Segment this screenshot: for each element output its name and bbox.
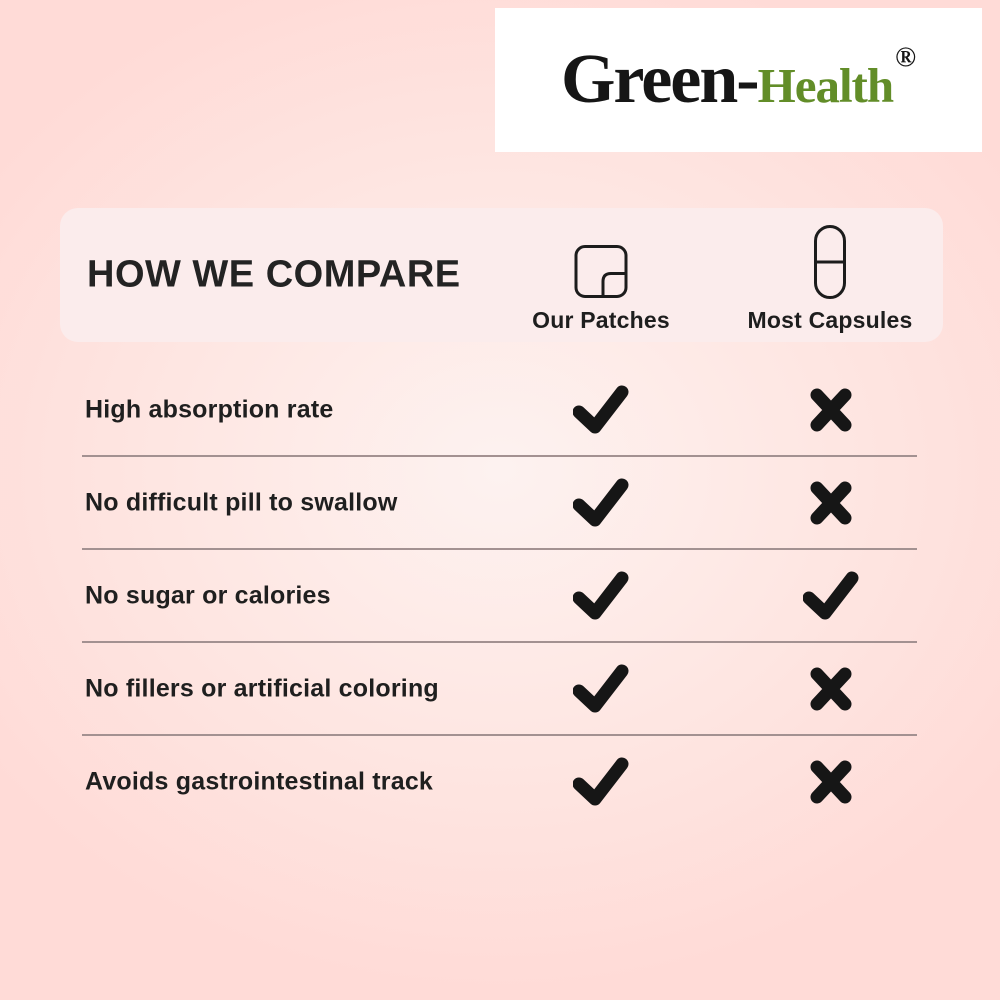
check-icon <box>573 384 629 436</box>
cross-icon <box>808 665 854 713</box>
comparison-title: HOW WE COMPARE <box>87 253 461 296</box>
comparison-row: No sugar or calories <box>82 550 917 643</box>
check-icon <box>573 756 629 808</box>
cross-icon <box>808 479 854 527</box>
comparison-header-card: HOW WE COMPARE Our Patches Most Capsules <box>60 208 943 342</box>
comparison-table: High absorption rate No difficult pill t… <box>82 364 917 827</box>
check-icon <box>803 570 859 622</box>
feature-label: No fillers or artificial coloring <box>85 674 439 702</box>
patch-icon <box>573 242 629 300</box>
brand-name-green: Green- <box>560 41 760 118</box>
column-header-our-patches: Our Patches <box>511 208 691 334</box>
registered-trademark-icon: ® <box>895 42 917 73</box>
comparison-row: Avoids gastrointestinal track <box>82 736 917 827</box>
feature-label: No sugar or calories <box>85 581 331 609</box>
comparison-row: High absorption rate <box>82 364 917 457</box>
check-icon <box>573 477 629 529</box>
comparison-row: No fillers or artificial coloring <box>82 643 917 736</box>
feature-label: High absorption rate <box>85 395 334 423</box>
cross-icon <box>808 386 854 434</box>
column-header-most-capsules: Most Capsules <box>740 208 920 334</box>
brand-logo: Green- Health ® <box>495 8 982 152</box>
column-label-our-patches: Our Patches <box>532 307 670 333</box>
capsule-icon <box>813 224 847 300</box>
cross-icon <box>808 758 854 806</box>
brand-wordmark: Green- Health ® <box>560 41 917 118</box>
brand-name-health: Health <box>757 58 895 113</box>
feature-label: No difficult pill to swallow <box>85 488 398 516</box>
feature-label: Avoids gastrointestinal track <box>85 767 434 795</box>
column-label-most-capsules: Most Capsules <box>747 307 913 333</box>
comparison-row: No difficult pill to swallow <box>82 457 917 550</box>
check-icon <box>573 663 629 715</box>
check-icon <box>573 570 629 622</box>
